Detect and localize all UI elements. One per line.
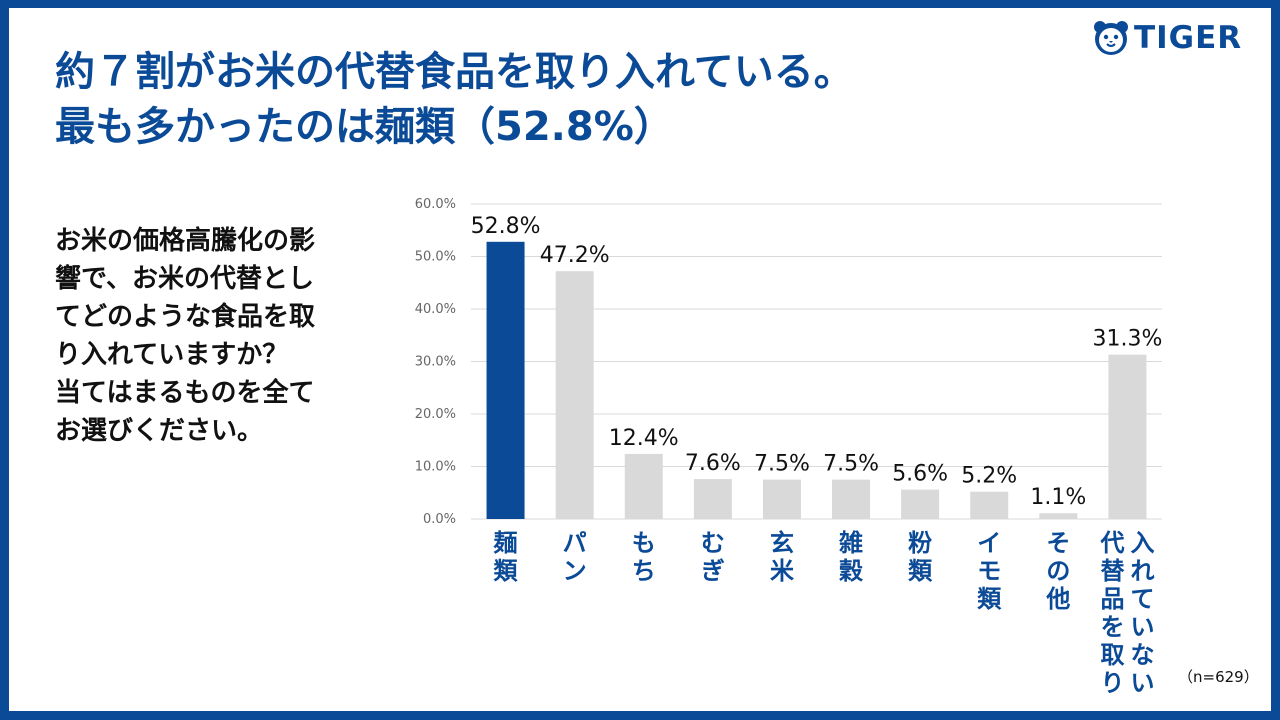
y-tick-label: 50.0% (415, 250, 456, 265)
data-label: 31.3% (1093, 327, 1163, 352)
data-label: 47.2% (540, 243, 610, 268)
title-line-2: 最も多かったのは麺類（52.8%） (55, 104, 674, 150)
data-label: 5.2% (961, 464, 1017, 489)
y-tick-label: 0.0% (423, 512, 456, 527)
category-label: 雑穀 (838, 529, 864, 585)
category-label: 代替品を取り (1099, 529, 1124, 697)
y-tick-label: 10.0% (415, 460, 456, 475)
category-label: 粉類 (908, 529, 933, 585)
question-line: てどのような食品を取 (55, 302, 316, 332)
sample-size-note: （n=629） (1178, 668, 1259, 686)
data-label: 1.1% (1030, 485, 1086, 510)
question-line: り入れていますか？ (55, 340, 289, 370)
category-label: もち (632, 529, 656, 585)
category-label: パン (563, 529, 587, 585)
tiger-head-icon (1094, 21, 1128, 55)
bar (762, 479, 801, 519)
bar (693, 479, 732, 519)
category-label: 麺類 (493, 529, 519, 585)
bar (832, 479, 871, 519)
data-label: 5.6% (892, 462, 948, 487)
data-label: 7.6% (685, 451, 741, 476)
question-line: 当てはまるものを全て (55, 378, 315, 408)
title-line-1: 約７割がお米の代替食品を取り入れている。 (55, 49, 854, 95)
category-label: 玄米 (770, 529, 794, 585)
bar (970, 491, 1009, 519)
data-label: 7.5% (754, 452, 810, 477)
y-tick-label: 30.0% (415, 355, 456, 370)
bar (486, 241, 525, 520)
y-tick-label: 60.0% (415, 197, 456, 212)
bar (1108, 354, 1147, 519)
page-title: 約７割がお米の代替食品を取り入れている。 最も多かったのは麺類（52.8%） (55, 45, 854, 155)
bar (555, 271, 594, 519)
survey-question: お米の価格高騰化の影 響で、お米の代替とし てどのような食品を取 り入れています… (55, 222, 385, 450)
bar (901, 489, 940, 519)
tiger-logo: TIGER (1092, 17, 1257, 59)
category-label: むぎ (701, 529, 725, 585)
question-line: 響で、お米の代替とし (55, 264, 314, 294)
y-tick-label: 40.0% (415, 302, 456, 317)
data-label: 12.4% (609, 426, 679, 451)
data-label: 52.8% (471, 214, 541, 239)
category-label: その他 (1045, 529, 1070, 613)
data-label: 7.5% (823, 452, 879, 477)
y-tick-label: 20.0% (415, 407, 456, 422)
bar (1039, 513, 1078, 519)
question-line: お選びください。 (55, 416, 264, 446)
question-line: お米の価格高騰化の影 (55, 226, 316, 256)
bar (624, 453, 663, 519)
category-label: 入れていない (1130, 529, 1154, 697)
logo-text: TIGER (1134, 20, 1243, 56)
category-label: イモ類 (977, 529, 1002, 613)
